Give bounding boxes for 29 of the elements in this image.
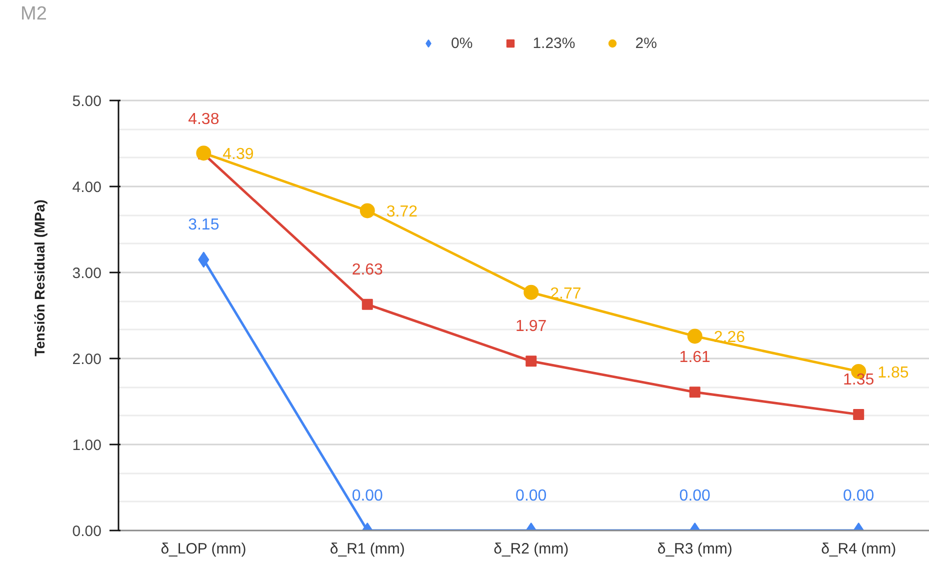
data-label: 0.00	[516, 488, 547, 504]
x-tick-label: δ_R4 (mm)	[821, 540, 896, 558]
data-label: 1.85	[878, 364, 909, 382]
y-tick-label: 5.00	[72, 93, 102, 110]
x-tick-label: δ_R2 (mm)	[494, 540, 569, 558]
data-label: 4.39	[222, 146, 254, 164]
data-label: 2.63	[352, 261, 384, 278]
data-label: 1.35	[843, 371, 874, 388]
legend-label: 0%	[451, 34, 473, 52]
x-tick-label: δ_LOP (mm)	[160, 540, 246, 558]
chart-title: M2	[20, 4, 47, 24]
data-label: 0.00	[352, 488, 384, 504]
y-tick-label: 0.00	[72, 523, 102, 540]
data-label: 0.00	[843, 488, 874, 504]
data-label: 1.97	[516, 318, 547, 336]
data-label: 0.00	[679, 488, 711, 504]
legend-label: 1.23%	[532, 34, 576, 52]
y-axis-title: Tensión Residual (MPa)	[31, 200, 48, 356]
data-label: 3.15	[188, 216, 220, 234]
y-tick-label: 1.00	[72, 437, 102, 454]
x-tick-label: δ_R1 (mm)	[330, 540, 405, 558]
data-label: 4.38	[188, 110, 220, 128]
y-tick-label: 2.00	[72, 351, 102, 368]
y-tick-label: 4.00	[72, 179, 102, 196]
data-label: 3.72	[386, 204, 418, 221]
legend-label: 2%	[635, 34, 657, 52]
data-label: 1.61	[679, 349, 711, 366]
x-tick-label: δ_R3 (mm)	[657, 540, 732, 558]
y-tick-label: 3.00	[72, 265, 102, 282]
